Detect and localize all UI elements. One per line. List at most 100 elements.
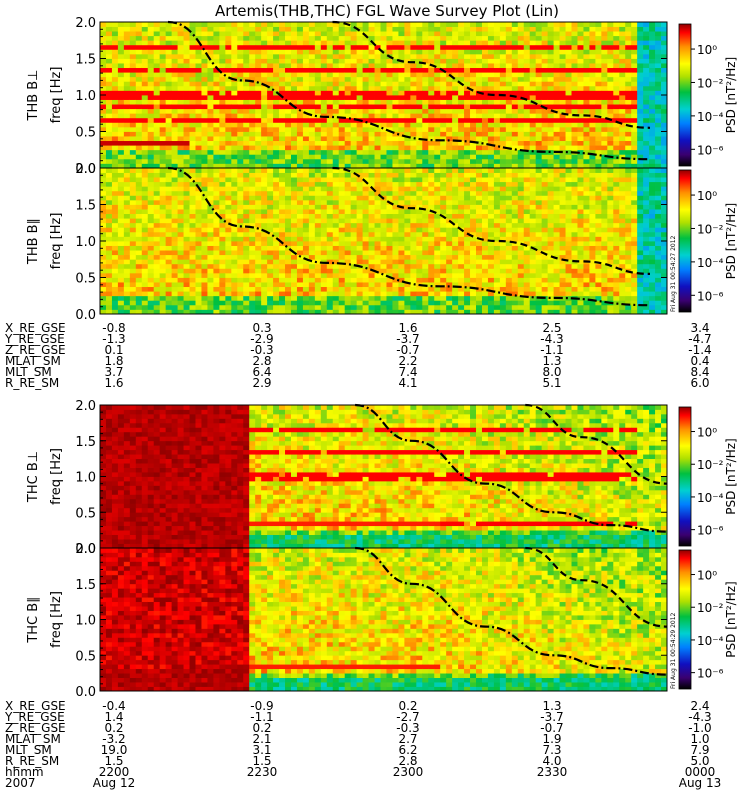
ephem-row-label: MLT_SM bbox=[5, 365, 52, 379]
ephem-value: -0.3 bbox=[250, 343, 273, 357]
colorbar bbox=[678, 549, 692, 690]
ephem-value: 1.5 bbox=[252, 754, 271, 768]
colorbar-tick-label: 10⁻⁶ bbox=[697, 667, 724, 681]
ephem-value: -2.9 bbox=[250, 332, 273, 346]
y-tick-label: 0.0 bbox=[75, 685, 96, 700]
y-tick-label: 1.0 bbox=[75, 614, 96, 629]
spectrogram-heatmap bbox=[100, 168, 668, 315]
panel-1: 0.0 0.5 1.0 1.5 2.0 THB B⊥ freq [Hz] 10⁰ 10⁻² 10⁻… bbox=[26, 16, 738, 177]
ephem-row-label: Y_RE_GSE bbox=[4, 710, 65, 724]
freq-axis-label: freq [Hz] bbox=[49, 67, 64, 124]
colorbar-tick-label: 10⁰ bbox=[697, 43, 717, 57]
panel-2: 0.0 0.5 1.0 1.5 2.0 THB B∥ freq [Hz] 10⁰ 10⁻² 10⁻… bbox=[26, 162, 738, 323]
ephem-row-label: X_RE_GSE bbox=[5, 321, 66, 335]
ephem-value: 0.3 bbox=[252, 321, 271, 335]
panel-4: 0.0 0.5 1.0 1.5 2.0 THC B∥ freq [Hz] 10⁰ 10⁻² 10⁻… bbox=[26, 542, 738, 700]
y-tick-label: 1.0 bbox=[75, 235, 96, 250]
ephem-value: 8.0 bbox=[542, 365, 561, 379]
colorbar-tick-label: 10⁰ bbox=[697, 569, 717, 583]
ephem-value: 7.4 bbox=[398, 365, 417, 379]
overlay-dashed-curve bbox=[525, 403, 668, 485]
ephem-value: 1.9 bbox=[542, 732, 561, 746]
y-tick-label: 0.0 bbox=[75, 162, 96, 177]
ephem-value: 8.4 bbox=[690, 365, 709, 379]
ephem-value: 2.1 bbox=[252, 732, 271, 746]
colorbar-tick-label: 10⁰ bbox=[697, 426, 717, 440]
ephemeris-table-bottom: X_RE_GSE -0.4 -0.9 0.2 1.3 2.4 Y_RE_GSE 1.4 -1.1… bbox=[4, 699, 721, 790]
timestamp-label: Fri Aug 31 00:54:29 2012 bbox=[670, 612, 677, 689]
ephem-value: 7.9 bbox=[690, 743, 709, 757]
colorbar-tick-label: 10⁻² bbox=[697, 458, 724, 472]
ephem-value: 3.4 bbox=[690, 321, 709, 335]
ephem-value: -1.1 bbox=[540, 343, 563, 357]
ephem-value: Aug 12 bbox=[93, 776, 136, 790]
ephem-value: 2.7 bbox=[398, 732, 417, 746]
y-tick-label: 2.0 bbox=[75, 16, 96, 31]
ephem-value: 3.7 bbox=[104, 365, 123, 379]
ephem-row-label: MLT_SM bbox=[5, 743, 52, 757]
colorbar-tick-label: 10⁻⁶ bbox=[697, 524, 724, 538]
spectrogram-heatmap bbox=[100, 548, 668, 692]
ephem-value: -0.8 bbox=[102, 321, 125, 335]
ephem-value: 19.0 bbox=[101, 743, 128, 757]
ephem-row-label: MLAT_SM bbox=[5, 732, 61, 746]
ephem-value: -4.7 bbox=[688, 332, 711, 346]
colorbar-tick-label: 10⁻⁴ bbox=[697, 634, 724, 648]
ephem-row-label: hhmm bbox=[5, 765, 44, 779]
ephem-value: 6.2 bbox=[398, 743, 417, 757]
ephem-value: 6.0 bbox=[690, 376, 709, 390]
ephem-value: 2.8 bbox=[252, 354, 271, 368]
probe-label: THC B∥ bbox=[26, 596, 41, 643]
ephem-value: 7.3 bbox=[542, 743, 561, 757]
ephem-value: -0.9 bbox=[250, 699, 273, 713]
ephem-value: -1.0 bbox=[688, 721, 711, 735]
ephem-value: 0.2 bbox=[104, 721, 123, 735]
ephem-value: 4.1 bbox=[398, 376, 417, 390]
colorbar bbox=[678, 406, 692, 547]
ephem-value: -1.3 bbox=[102, 332, 125, 346]
ephem-value: 0.2 bbox=[398, 699, 417, 713]
spectrogram-heatmap bbox=[100, 405, 668, 549]
ephem-row-label: R_RE_SM bbox=[5, 754, 59, 768]
ephem-row-label: X_RE_GSE bbox=[5, 699, 66, 713]
overlay-dashdot-curve bbox=[167, 20, 651, 161]
ephem-row-label: Y_RE_GSE bbox=[4, 332, 65, 346]
ephem-value: 2200 bbox=[99, 765, 130, 779]
ephem-value: -4.3 bbox=[688, 710, 711, 724]
spectrogram-heatmap bbox=[100, 22, 668, 169]
y-tick-label: 0.5 bbox=[75, 649, 96, 664]
ephemeris-table-top: X_RE_GSE -0.8 0.3 1.6 2.5 3.4 Y_RE_GSE -1.3 -2.9… bbox=[4, 321, 712, 390]
ephem-value: 5.0 bbox=[690, 754, 709, 768]
overlay-dashed-curve bbox=[525, 546, 668, 628]
ephem-value: 3.1 bbox=[252, 743, 271, 757]
y-tick-label: 2.0 bbox=[75, 399, 96, 414]
ephem-value: 5.1 bbox=[542, 376, 561, 390]
ephem-value: -2.7 bbox=[396, 710, 419, 724]
freq-axis-label: freq [Hz] bbox=[49, 591, 64, 648]
ephem-value: 0.4 bbox=[690, 354, 709, 368]
freq-axis-label: freq [Hz] bbox=[49, 448, 64, 505]
ephem-value: -4.3 bbox=[540, 332, 563, 346]
ephem-value: 2.4 bbox=[690, 699, 709, 713]
ephem-value: 2300 bbox=[393, 765, 424, 779]
colorbar-tick-label: 10⁰ bbox=[697, 189, 717, 203]
ephem-value: 2.2 bbox=[398, 354, 417, 368]
ephem-value: 2.5 bbox=[542, 321, 561, 335]
y-tick-label: 2.0 bbox=[75, 542, 96, 557]
ephem-value: 4.0 bbox=[542, 754, 561, 768]
ephem-value: 0.1 bbox=[104, 343, 123, 357]
colorbar bbox=[678, 23, 692, 167]
ephem-value: 1.5 bbox=[104, 754, 123, 768]
ephem-value: 2230 bbox=[247, 765, 278, 779]
ephem-row-label: Z_RE_GSE bbox=[5, 343, 66, 357]
ephem-value: 1.0 bbox=[690, 732, 709, 746]
colorbar-tick-label: 10⁻⁴ bbox=[697, 256, 724, 270]
ephem-value: -3.7 bbox=[396, 332, 419, 346]
y-tick-label: 1.5 bbox=[75, 435, 96, 450]
ephem-value: 1.8 bbox=[104, 354, 123, 368]
y-tick-label: 1.5 bbox=[75, 53, 96, 68]
panel-3: 0.0 0.5 1.0 1.5 2.0 THC B⊥ freq [Hz] 10⁰ 10⁻² 10⁻… bbox=[26, 399, 738, 557]
ephem-value: 2.8 bbox=[398, 754, 417, 768]
ephem-value: -1.1 bbox=[250, 710, 273, 724]
